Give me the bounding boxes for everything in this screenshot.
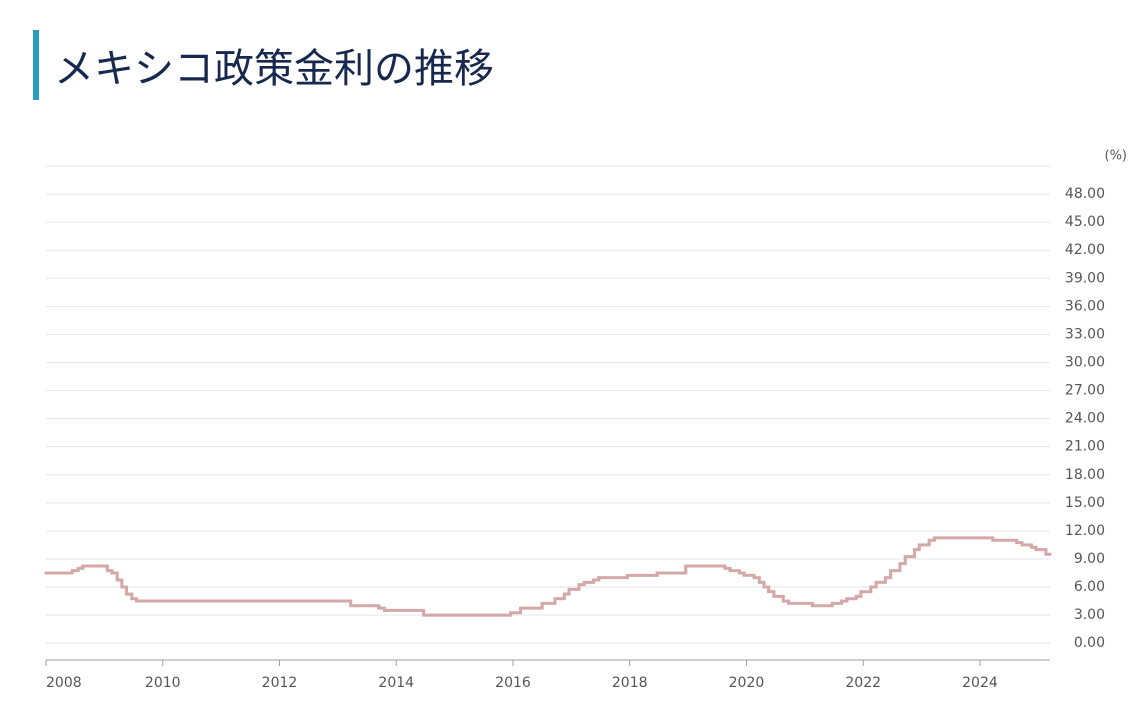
x-tick-label: 2022 [845, 675, 881, 691]
y-unit: (%) [1105, 149, 1128, 164]
y-tick-label: 0.00 [1074, 635, 1105, 651]
y-tick-label: 30.00 [1065, 354, 1105, 370]
y-tick-label: 27.00 [1065, 383, 1105, 399]
y-tick-label: 12.00 [1065, 523, 1105, 539]
y-tick-label: 9.00 [1074, 551, 1105, 567]
x-tick-label: 2008 [46, 675, 82, 691]
x-tick-label: 2024 [962, 675, 998, 691]
y-tick-label: 45.00 [1065, 214, 1105, 230]
y-tick-label: 48.00 [1065, 186, 1105, 202]
x-tick-label: 2018 [612, 675, 648, 691]
chart-title: メキシコ政策金利の推移 [54, 46, 494, 92]
y-tick-label: 15.00 [1065, 495, 1105, 511]
y-tick-label: 33.00 [1065, 326, 1105, 342]
x-tick-label: 2016 [495, 675, 531, 691]
title-accent [33, 30, 39, 100]
y-tick-label: 3.00 [1074, 607, 1105, 623]
x-tick-label: 2010 [145, 675, 181, 691]
y-tick-label: 42.00 [1065, 242, 1105, 258]
y-tick-label: 36.00 [1065, 298, 1105, 314]
y-tick-label: 21.00 [1065, 439, 1105, 455]
y-tick-label: 6.00 [1074, 579, 1105, 595]
y-tick-label: 24.00 [1065, 411, 1105, 427]
x-tick-label: 2012 [262, 675, 298, 691]
y-tick-label: 39.00 [1065, 270, 1105, 286]
y-tick-label: 18.00 [1065, 467, 1105, 483]
x-tick-label: 2014 [378, 675, 414, 691]
x-tick-label: 2020 [729, 675, 765, 691]
